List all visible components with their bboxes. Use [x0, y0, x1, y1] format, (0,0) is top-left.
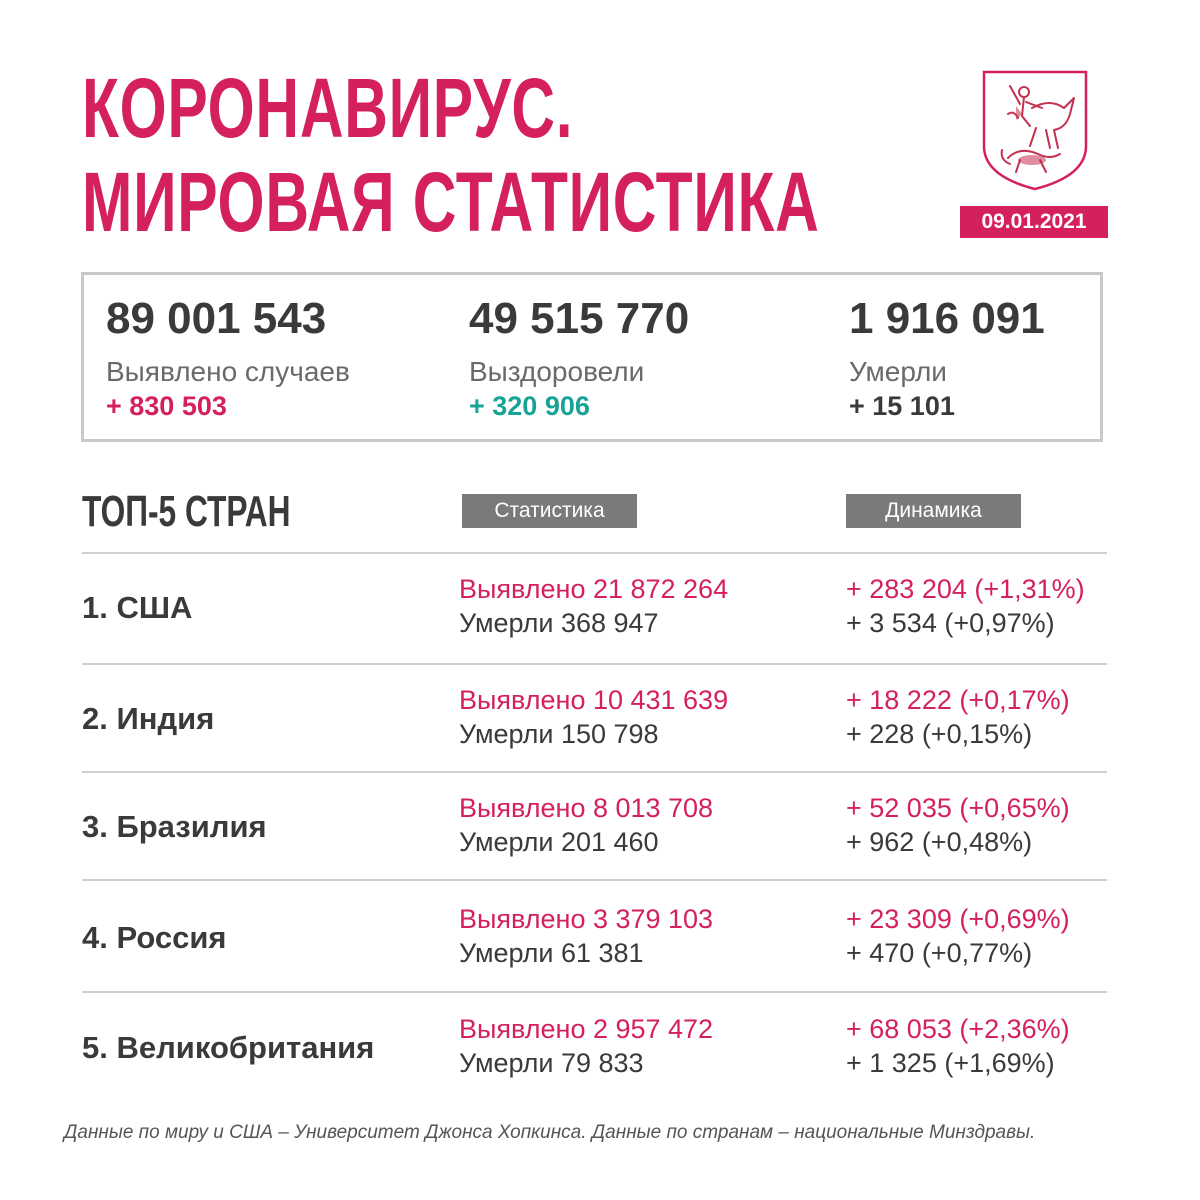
country-row: 2. Индия Выявлено 10 431 639 Умерли 150 …	[0, 667, 1200, 777]
country-cases: Выявлено 21 872 264	[459, 574, 729, 604]
country-name: 2. Индия	[82, 701, 215, 736]
country-deaths-delta: + 228 (+0,15%)	[846, 719, 1033, 749]
country-row: 1. США Выявлено 21 872 264 Умерли 368 94…	[0, 556, 1200, 666]
country-name: 4. Россия	[82, 920, 227, 955]
moscow-coat-of-arms-icon	[982, 70, 1088, 191]
total-cases-value: 89 001 543	[106, 294, 327, 343]
country-name: 3. Бразилия	[82, 809, 267, 844]
country-cases: Выявлено 3 379 103	[459, 904, 714, 934]
country-cases-delta: + 18 222 (+0,17%)	[846, 685, 1070, 715]
country-name: 1. США	[82, 590, 193, 625]
total-recovered-delta: + 320 906	[469, 391, 590, 421]
country-name: 5. Великобритания	[82, 1030, 375, 1065]
total-recovered-value: 49 515 770	[469, 294, 690, 343]
source-footnote: Данные по миру и США – Университет Джонс…	[64, 1122, 1036, 1143]
divider	[82, 663, 1107, 665]
country-row: 5. Великобритания Выявлено 2 957 472 Уме…	[0, 996, 1200, 1106]
title-line-2: МИРОВАЯ СТАТИСТИКА	[82, 155, 820, 249]
country-deaths: Умерли 201 460	[459, 827, 659, 857]
total-deaths-value: 1 916 091	[849, 294, 1045, 343]
title-line-1: КОРОНАВИРУС.	[82, 61, 574, 155]
column-tag-statistics: Статистика	[462, 494, 637, 528]
country-row: 3. Бразилия Выявлено 8 013 708 Умерли 20…	[0, 775, 1200, 885]
total-recovered-label: Выздоровели	[469, 356, 645, 387]
country-deaths-delta: + 3 534 (+0,97%)	[846, 608, 1055, 638]
total-recovered: 49 515 770 Выздоровели + 320 906	[469, 293, 689, 423]
total-cases-delta: + 830 503	[106, 391, 227, 421]
country-deaths-delta: + 470 (+0,77%)	[846, 938, 1033, 968]
divider	[82, 771, 1107, 773]
total-deaths: 1 916 091 Умерли + 15 101	[849, 293, 1045, 423]
country-row: 4. Россия Выявлено 3 379 103 Умерли 61 3…	[0, 886, 1200, 996]
country-deaths-delta: + 1 325 (+1,69%)	[846, 1048, 1055, 1078]
country-deaths: Умерли 368 947	[459, 608, 659, 638]
total-cases: 89 001 543 Выявлено случаев + 830 503	[106, 293, 350, 423]
country-cases-delta: + 52 035 (+0,65%)	[846, 793, 1070, 823]
country-cases: Выявлено 8 013 708	[459, 793, 714, 823]
divider	[82, 879, 1107, 881]
total-cases-label: Выявлено случаев	[106, 356, 350, 387]
country-cases-delta: + 283 204 (+1,31%)	[846, 574, 1085, 604]
country-deaths-delta: + 962 (+0,48%)	[846, 827, 1033, 857]
column-tag-dynamics: Динамика	[846, 494, 1021, 528]
top5-heading: ТОП-5 СТРАН	[82, 487, 291, 536]
divider	[82, 991, 1107, 993]
country-deaths: Умерли 150 798	[459, 719, 659, 749]
total-deaths-label: Умерли	[849, 356, 947, 387]
total-deaths-delta: + 15 101	[849, 391, 955, 421]
country-deaths: Умерли 79 833	[459, 1048, 644, 1078]
country-cases: Выявлено 2 957 472	[459, 1014, 714, 1044]
divider	[82, 552, 1107, 554]
country-cases: Выявлено 10 431 639	[459, 685, 729, 715]
world-totals-panel: 89 001 543 Выявлено случаев + 830 503 49…	[81, 272, 1103, 442]
date-badge: 09.01.2021	[960, 206, 1108, 238]
country-cases-delta: + 68 053 (+2,36%)	[846, 1014, 1070, 1044]
country-cases-delta: + 23 309 (+0,69%)	[846, 904, 1070, 934]
country-deaths: Умерли 61 381	[459, 938, 644, 968]
